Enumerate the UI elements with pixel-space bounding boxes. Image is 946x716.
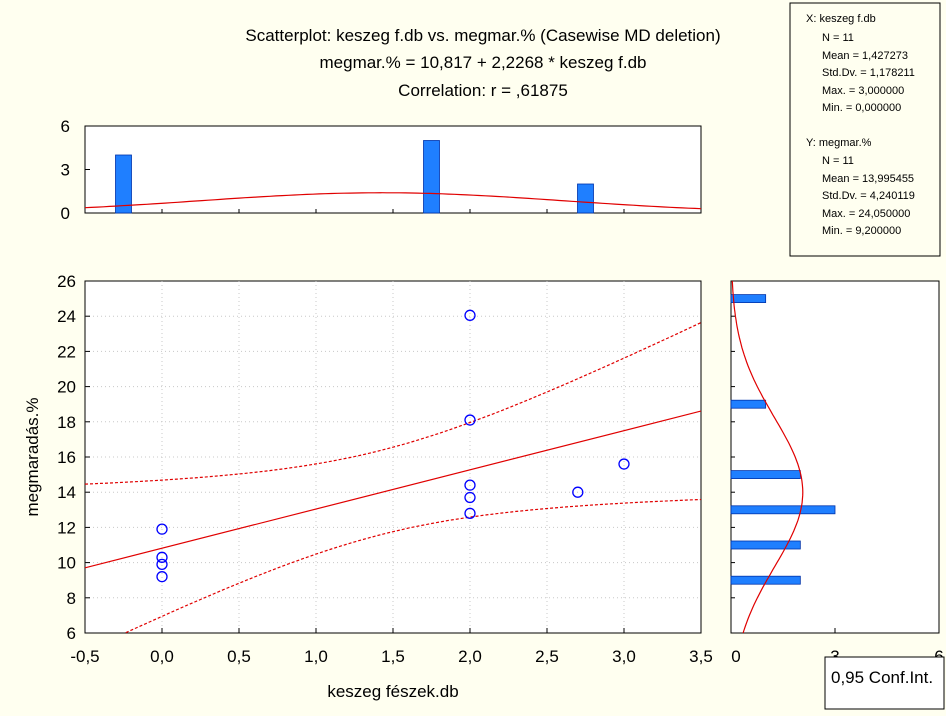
y-tick-label: 6 (67, 624, 76, 643)
data-point (464, 507, 476, 519)
top-hist-bar (423, 140, 440, 214)
right-hist-bar (730, 399, 767, 409)
y-tick-label: 20 (57, 378, 76, 397)
right-hist-bar (730, 505, 836, 515)
confidence-lower-line (85, 498, 701, 633)
x-tick-label: 1,5 (381, 647, 405, 666)
right-hist-normal-curve (731, 280, 804, 634)
y-tick-label: 26 (57, 272, 76, 291)
stats-y-max: Max. = 24,050000 (822, 208, 910, 220)
stats-y-min: Min. = 9,200000 (822, 225, 901, 237)
x-tick-label: 3,5 (689, 647, 713, 666)
top-histogram: 0 3 6 (61, 117, 702, 223)
x-tick-label: -0,5 (70, 647, 99, 666)
top-hist-normal-curve (84, 192, 702, 210)
y-axis-title: megmaradás.% (23, 397, 42, 516)
right-hist-bar (730, 294, 767, 304)
x-tick-label: 2,0 (458, 647, 482, 666)
x-tick-label: 0,5 (227, 647, 251, 666)
stats-y-mean: Mean = 13,995455 (822, 173, 914, 185)
x-axis-title: keszeg fészek.db (327, 682, 458, 701)
right-hist-x-tick-label: 0 (731, 647, 740, 666)
data-point (464, 309, 476, 321)
y-tick-label: 18 (57, 413, 76, 432)
stats-x-min: Min. = 0,000000 (822, 102, 901, 114)
right-hist-bar (730, 575, 801, 585)
y-tick-label: 16 (57, 448, 76, 467)
stats-box: X: keszeg f.db N = 11 Mean = 1,427273 St… (789, 2, 941, 257)
regression-line (85, 410, 701, 569)
data-point (464, 479, 476, 491)
right-histogram-frame (730, 280, 940, 634)
stats-x-n: N = 11 (822, 32, 854, 44)
y-tick-label: 14 (57, 483, 76, 502)
data-point (464, 491, 476, 504)
data-point (572, 486, 584, 498)
top-hist-bar (115, 154, 132, 214)
chart-title: Scatterplot: keszeg f.db vs. megmar.% (C… (245, 26, 720, 45)
scatter-plot: -0,5 0,0 0,5 1,0 1,5 2,0 2,5 3,0 3,5 6 8 10 12 14 16 18… (57, 272, 713, 666)
regression-equation: megmar.% = 10,817 + 2,2268 * keszeg f.db (320, 53, 647, 72)
top-hist-y-tick-label: 3 (61, 161, 70, 180)
stats-x-max: Max. = 3,000000 (822, 85, 904, 97)
right-hist-bar (730, 470, 801, 480)
data-point (156, 523, 168, 535)
top-hist-y-tick-label: 0 (61, 204, 70, 223)
legend-conf-int-label: 0,95 Conf.Int. (831, 668, 933, 687)
stats-x-sd: Std.Dv. = 1,178211 (822, 67, 915, 79)
confidence-upper-line (85, 322, 701, 485)
data-point (156, 558, 168, 571)
y-tick-label: 10 (57, 554, 76, 573)
top-hist-bar (577, 183, 594, 214)
x-tick-label: 3,0 (612, 647, 636, 666)
data-point (156, 551, 168, 563)
y-tick-label: 22 (57, 342, 76, 361)
data-point (156, 571, 168, 583)
stats-y-n: N = 11 (822, 155, 854, 167)
top-hist-y-tick-label: 6 (61, 117, 70, 136)
right-hist-bar (730, 540, 801, 550)
data-point (464, 414, 476, 426)
y-tick-label: 8 (67, 589, 76, 608)
stats-x-header: X: keszeg f.db (806, 13, 876, 25)
top-histogram-frame (84, 125, 702, 214)
x-tick-label: 1,0 (304, 647, 328, 666)
y-tick-label: 24 (57, 307, 76, 326)
x-tick-label: 2,5 (535, 647, 559, 666)
y-tick-label: 12 (57, 518, 76, 537)
correlation-label: Correlation: r = ,61875 (398, 81, 568, 100)
stats-y-sd: Std.Dv. = 4,240119 (822, 190, 915, 202)
legend: 0,95 Conf.Int. (824, 656, 945, 710)
stats-x-mean: Mean = 1,427273 (822, 50, 908, 62)
stats-y-header: Y: megmar.% (806, 137, 872, 149)
data-point (618, 458, 630, 470)
x-tick-label: 0,0 (150, 647, 174, 666)
